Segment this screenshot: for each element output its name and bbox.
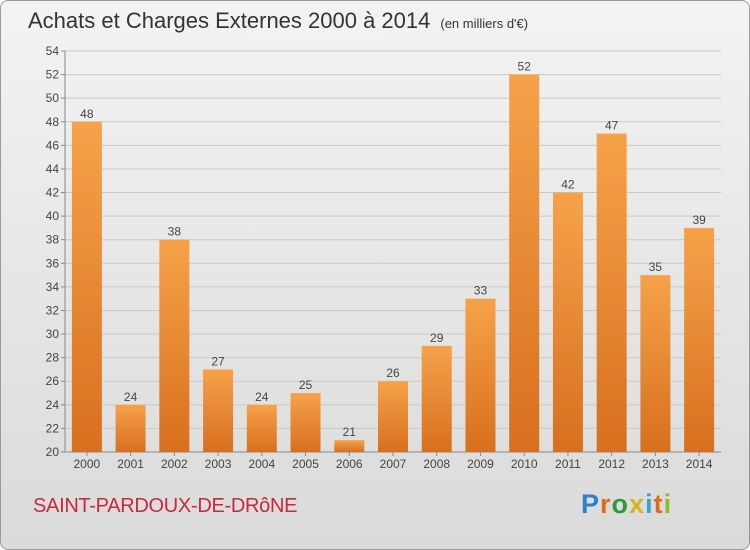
y-tick-label: 26 xyxy=(46,374,60,388)
x-tick-label: 2012 xyxy=(598,457,625,471)
bar xyxy=(552,192,583,452)
x-tick-label: 2004 xyxy=(248,457,275,471)
y-tick-label: 28 xyxy=(46,351,60,365)
bar xyxy=(203,369,234,452)
data-label: 42 xyxy=(561,178,575,192)
logo-letter: x xyxy=(629,489,646,519)
data-label: 52 xyxy=(518,60,532,74)
y-tick-label: 46 xyxy=(46,138,60,152)
logo-letter: i xyxy=(645,489,654,519)
bar-layer xyxy=(71,74,715,453)
x-tick-label: 2013 xyxy=(642,457,669,471)
data-label: 24 xyxy=(255,390,269,404)
data-label: 35 xyxy=(649,260,663,274)
y-tick-label: 42 xyxy=(46,186,60,200)
logo-letter: t xyxy=(653,489,664,519)
y-tick-label: 54 xyxy=(46,44,60,58)
data-label: 27 xyxy=(211,354,225,368)
x-tick-label: 2007 xyxy=(380,457,407,471)
x-tick-label: 2008 xyxy=(423,457,450,471)
x-tick-label: 2003 xyxy=(205,457,232,471)
y-tick-label: 22 xyxy=(46,421,60,435)
x-tick-label: 2011 xyxy=(555,457,581,471)
bar xyxy=(115,404,146,452)
data-label: 21 xyxy=(343,425,357,439)
y-tick-label: 34 xyxy=(46,280,60,294)
logo-letter: P xyxy=(581,489,601,519)
data-label: 33 xyxy=(474,284,488,298)
y-tick-label: 38 xyxy=(46,233,60,247)
y-tick-label: 40 xyxy=(46,209,60,223)
chart-subtitle: (en milliers d'€) xyxy=(440,16,529,31)
data-label: 39 xyxy=(692,213,706,227)
y-tick-label: 20 xyxy=(46,445,60,459)
data-label: 24 xyxy=(124,390,138,404)
chart-title: Achats et Charges Externes 2000 à 2014 (e… xyxy=(28,8,529,33)
y-tick-label: 50 xyxy=(46,91,60,105)
bar xyxy=(465,298,496,452)
bar xyxy=(246,404,277,452)
y-tick-label: 52 xyxy=(46,68,60,82)
y-tick-label: 24 xyxy=(46,398,60,412)
y-tick-label: 48 xyxy=(46,115,60,129)
logo-letter: i xyxy=(663,489,673,519)
y-tick-label: 32 xyxy=(46,303,60,317)
x-tick-label: 2000 xyxy=(74,457,101,471)
label-layer: 48 24 38 27 24 25 21 26 29 33 52 42 47 35 39 xyxy=(80,60,706,440)
bar xyxy=(334,440,365,452)
bar xyxy=(684,227,715,452)
bar xyxy=(290,393,321,452)
x-tick-label: 2006 xyxy=(336,457,363,471)
data-label: 47 xyxy=(605,119,619,133)
bar xyxy=(596,133,627,452)
data-label: 38 xyxy=(168,225,182,239)
logo-letter: r xyxy=(600,489,612,519)
data-label: 48 xyxy=(80,107,94,121)
data-label: 25 xyxy=(299,378,313,392)
bar-chart: 20 22 24 26 28 30 32 34 36 38 40 42 44 46 48 50 52 54 2000… xyxy=(46,44,721,471)
bar xyxy=(509,74,540,453)
location-name: SAINT-PARDOUX-DE-DRôNE xyxy=(33,495,298,517)
y-tick-label: 36 xyxy=(46,256,60,270)
y-tick-label: 30 xyxy=(46,327,60,341)
x-tick-label: 2002 xyxy=(161,457,188,471)
data-label: 26 xyxy=(386,366,400,380)
x-tick-label: 2010 xyxy=(511,457,538,471)
x-tick-label: 2009 xyxy=(467,457,494,471)
x-tick-label: 2005 xyxy=(292,457,319,471)
x-tick-label: 2014 xyxy=(686,457,713,471)
bar xyxy=(640,275,671,452)
data-label: 29 xyxy=(430,331,444,345)
proxiti-logo: Proxiti xyxy=(581,489,672,520)
bar xyxy=(421,345,452,452)
y-tick-label: 44 xyxy=(46,162,60,176)
logo-letter: o xyxy=(611,489,630,519)
bar xyxy=(159,239,190,452)
x-tick-label: 2001 xyxy=(117,457,144,471)
bar xyxy=(378,381,408,452)
bar xyxy=(71,121,102,452)
